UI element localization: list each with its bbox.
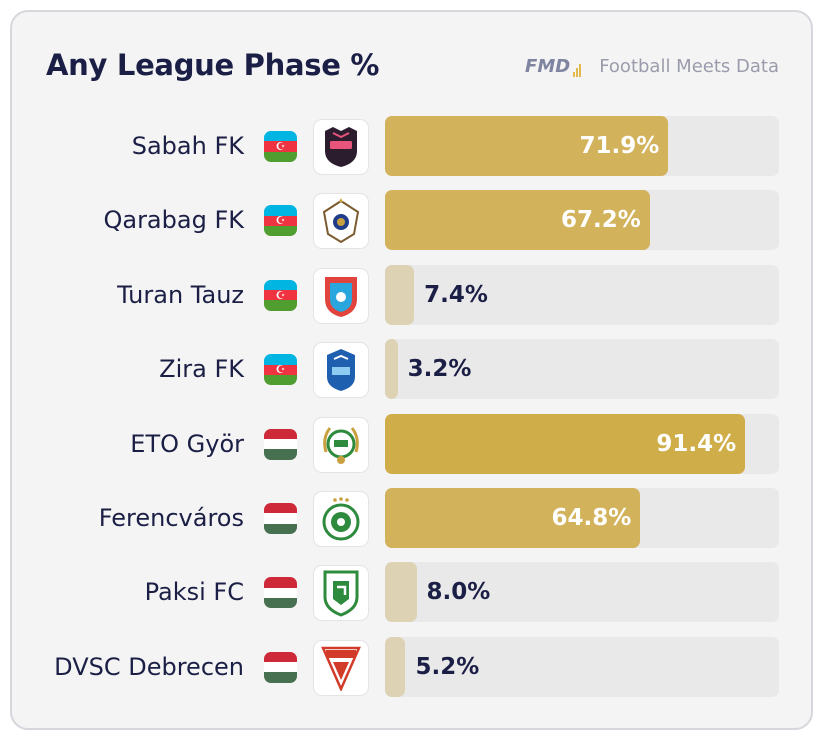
bar-row: DVSC Debrecen 5.2% xyxy=(0,636,827,697)
bar-track: 64.8% xyxy=(385,488,779,548)
sabah-crest-icon xyxy=(313,119,369,175)
bar-value-label: 7.4% xyxy=(424,281,488,308)
bar-track: 3.2% xyxy=(385,339,779,400)
bar xyxy=(385,264,415,325)
dvsc-crest-icon xyxy=(313,639,369,696)
hungary-flag-icon xyxy=(264,503,297,534)
azerbaijan-flag-icon: ☪ xyxy=(264,205,297,237)
bar-row: Zira FK ☪ 3.2% xyxy=(0,339,827,400)
bar-track: 91.4% xyxy=(385,413,779,474)
bar-value-label: 67.2% xyxy=(560,207,641,234)
chart-title: Any League Phase % xyxy=(46,48,380,82)
turan-tauz-crest-icon xyxy=(313,267,369,324)
bar-track: 8.0% xyxy=(385,562,779,623)
bar-track: 7.4% xyxy=(385,264,779,325)
team-name: Turan Tauz xyxy=(117,280,244,309)
brand-logo: FMD xyxy=(525,56,582,77)
bar xyxy=(385,413,746,474)
paksi-crest-icon xyxy=(313,565,369,622)
team-name: Zira FK xyxy=(159,355,244,384)
team-name: ETO Györ xyxy=(130,429,244,458)
team-name: Sabah FK xyxy=(131,132,244,160)
brand: FMD Football Meets Data xyxy=(525,56,779,77)
bar xyxy=(385,488,641,548)
bar-row: Ferencváros 64.8% xyxy=(0,488,827,548)
team-name: Ferencváros xyxy=(98,504,244,532)
bar-value-label: 71.9% xyxy=(579,133,660,159)
bar-track: 5.2% xyxy=(385,636,779,697)
hungary-flag-icon xyxy=(264,651,297,683)
hungary-flag-icon xyxy=(264,428,297,460)
bar-chart-icon xyxy=(573,63,582,77)
bar-row: Paksi FC 8.0% xyxy=(0,562,827,623)
bar-row: Sabah FK ☪ 71.9% xyxy=(0,116,827,176)
team-name: Qarabag FK xyxy=(103,206,244,235)
ferencvaros-crest-icon xyxy=(313,491,369,547)
bar-value-label: 5.2% xyxy=(415,653,480,680)
hungary-flag-icon xyxy=(264,577,297,609)
azerbaijan-flag-icon: ☪ xyxy=(264,131,297,162)
bar xyxy=(385,636,406,697)
zira-crest-icon xyxy=(313,342,369,399)
bar-value-label: 8.0% xyxy=(426,579,491,606)
azerbaijan-flag-icon: ☪ xyxy=(264,279,297,311)
azerbaijan-flag-icon: ☪ xyxy=(264,354,297,386)
bar-value-label: 3.2% xyxy=(407,356,472,383)
bar-row: ETO Györ 91.4% xyxy=(0,413,827,474)
qarabag-crest-icon xyxy=(313,193,369,250)
bar-value-label: 91.4% xyxy=(656,430,737,457)
bar xyxy=(385,190,650,251)
eto-gyor-crest-icon xyxy=(313,416,369,473)
bar-track: 67.2% xyxy=(385,190,779,251)
bar-track: 71.9% xyxy=(385,116,779,176)
bar-value-label: 64.8% xyxy=(551,505,632,531)
bar xyxy=(385,339,398,400)
bar xyxy=(385,562,417,623)
bar-row: Turan Tauz ☪ 7.4% xyxy=(0,264,827,325)
brand-logo-text: FMD xyxy=(525,56,571,77)
team-name: DVSC Debrecen xyxy=(54,652,244,681)
bar xyxy=(385,116,669,176)
team-name: Paksi FC xyxy=(144,578,244,607)
bar-row: Qarabag FK ☪ 67.2% xyxy=(0,190,827,251)
brand-name: Football Meets Data xyxy=(599,56,779,77)
